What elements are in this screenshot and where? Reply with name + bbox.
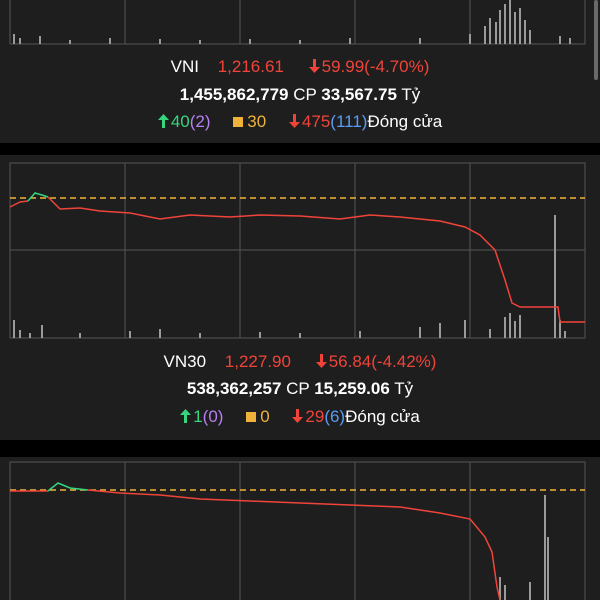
ceiling: (0) (202, 407, 224, 426)
up-arrow (180, 409, 192, 423)
unchanged-icon (246, 412, 257, 422)
change: 56.84(-4.42%) (328, 352, 437, 371)
index-panel[interactable] (0, 457, 600, 600)
volume-row: 1,455,862,779 CP 33,567.75 Tỷ (0, 85, 600, 105)
volume: 1,455,862,779 (179, 85, 289, 104)
index-panel[interactable]: VNI 1,216.61 59.99(-4.70%) 1,455,862,779… (0, 0, 600, 143)
advances: 1 (193, 407, 203, 426)
value-unit: Tỷ (394, 379, 414, 398)
index-name: VNI (170, 57, 199, 76)
price-row: VNI 1,216.61 59.99(-4.70%) (0, 57, 600, 77)
scrollbar (594, 0, 598, 80)
volume-row: 538,362,257 CP 15,259.06 Tỷ (0, 379, 600, 399)
down-arrow (308, 59, 320, 73)
unchanged: 30 (247, 112, 267, 131)
intraday-chart (9, 162, 586, 339)
breadth-row: 40(2) 30 475(111)Đóng cửa (0, 112, 600, 132)
volume: 538,362,257 (186, 379, 282, 398)
volume-unit: CP (286, 379, 310, 398)
value-unit: Tỷ (401, 85, 421, 104)
change: 59.99(-4.70%) (321, 57, 430, 76)
ceiling: (2) (189, 112, 211, 131)
price-row: VN30 1,227.90 56.84(-4.42%) (0, 352, 600, 372)
declines: 475 (301, 112, 331, 131)
floor: (6) (324, 407, 346, 426)
volume-unit: CP (293, 85, 317, 104)
price: 1,216.61 (217, 57, 284, 76)
intraday-chart (9, 461, 586, 600)
up-arrow (157, 114, 169, 128)
down-arrow (315, 354, 327, 368)
price: 1,227.90 (224, 352, 291, 371)
down-arrow (292, 409, 304, 423)
declines: 29 (305, 407, 325, 426)
value: 33,567.75 (321, 85, 397, 104)
status: Đóng cửa (345, 407, 420, 426)
advances: 40 (170, 112, 190, 131)
index-panel[interactable]: VN30 1,227.90 56.84(-4.42%) 538,362,257 … (0, 155, 600, 440)
down-arrow (288, 114, 300, 128)
index-name: VN30 (163, 352, 207, 371)
breadth-row: 1(0) 0 29(6)Đóng cửa (0, 407, 600, 427)
unchanged: 0 (260, 407, 270, 426)
floor: (111) (330, 112, 368, 131)
value: 15,259.06 (314, 379, 390, 398)
unchanged-icon (233, 117, 244, 127)
status: Đóng cửa (367, 112, 443, 131)
mini-chart (9, 0, 586, 45)
volume-bars (13, 0, 571, 44)
